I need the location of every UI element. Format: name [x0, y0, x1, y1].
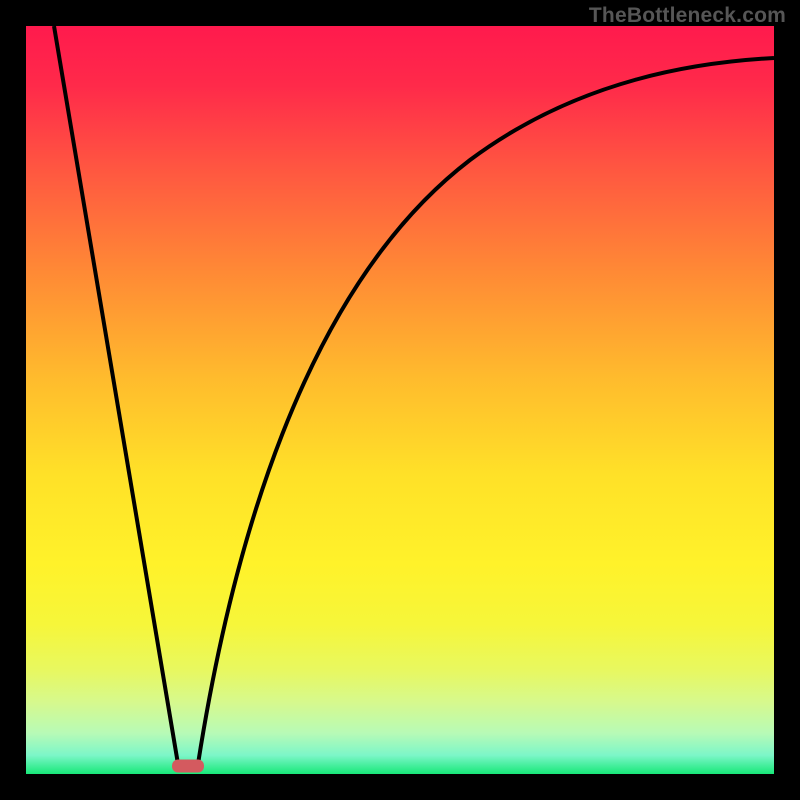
watermark-text: TheBottleneck.com [589, 4, 786, 28]
bottleneck-chart [0, 0, 800, 800]
optimal-marker [172, 760, 204, 773]
chart-container: { "meta": { "width": 800, "height": 800,… [0, 0, 800, 800]
plot-background [26, 26, 774, 774]
